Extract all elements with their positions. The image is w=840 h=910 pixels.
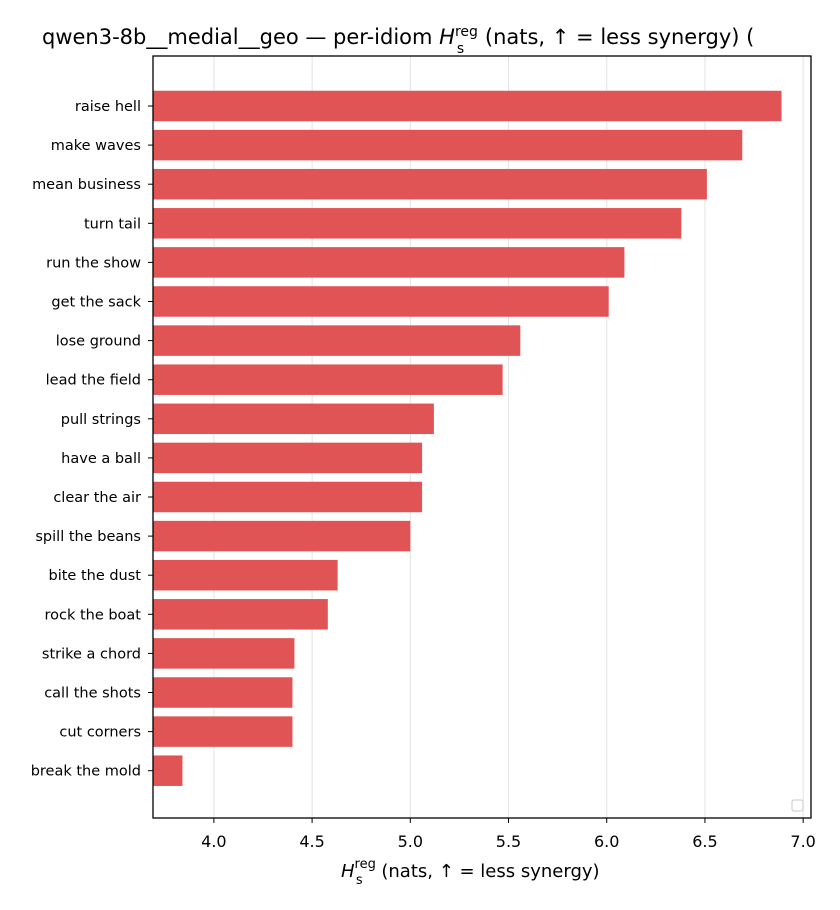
y-tick-label: have a ball xyxy=(61,451,141,467)
y-tick-label: rock the boat xyxy=(44,607,141,623)
y-tick-label: turn tail xyxy=(84,216,141,232)
bar xyxy=(153,599,328,630)
bar xyxy=(153,325,521,356)
bar xyxy=(153,520,411,552)
y-tick-label: raise hell xyxy=(75,99,141,115)
x-tick-label: 6.5 xyxy=(692,832,717,851)
y-tick-label: strike a chord xyxy=(42,646,141,662)
legend-box xyxy=(791,799,804,812)
x-tick-label: 6.0 xyxy=(594,832,619,851)
bar xyxy=(153,364,503,395)
y-tick-label: lead the field xyxy=(46,373,141,389)
bar xyxy=(153,90,782,122)
bar xyxy=(153,403,434,435)
x-axis: 4.0 4.5 5.0 5.5 6.0 6.5 7.0 xyxy=(201,818,816,851)
x-tick-label: 5.5 xyxy=(496,832,521,851)
bar xyxy=(153,559,338,591)
bar xyxy=(153,755,183,786)
bar xyxy=(153,442,423,474)
y-tick-label: spill the beans xyxy=(35,529,141,545)
y-tick-label: get the sack xyxy=(51,295,141,311)
y-tick-label: lose ground xyxy=(56,334,141,350)
x-axis-label: Hreg s (nats, ↑ = less synergy) xyxy=(341,857,600,888)
bar xyxy=(153,286,609,317)
bar xyxy=(153,638,295,669)
bar xyxy=(153,716,293,747)
y-tick-label: clear the air xyxy=(53,490,141,506)
bar xyxy=(153,677,293,708)
y-tick-label: break the mold xyxy=(31,764,141,780)
bar xyxy=(153,208,682,239)
bar xyxy=(153,247,625,278)
y-tick-label: make waves xyxy=(51,138,141,154)
x-tick-label: 4.5 xyxy=(299,832,324,851)
y-tick-label: run the show xyxy=(46,255,141,271)
bar xyxy=(153,481,423,513)
y-tick-label: mean business xyxy=(32,177,141,193)
bar xyxy=(153,129,743,161)
y-tick-label: pull strings xyxy=(61,412,141,428)
y-axis: raise hell make waves mean business turn ta… xyxy=(31,99,153,780)
y-tick-label: cut corners xyxy=(59,725,141,741)
plot-frame xyxy=(152,55,812,819)
bar xyxy=(153,168,707,200)
bars xyxy=(153,90,782,786)
x-tick-label: 4.0 xyxy=(201,832,226,851)
chart-title: qwen3-8b__medial__geo — per-idiom Hreg s … xyxy=(42,24,754,57)
x-tick-label: 7.0 xyxy=(790,832,815,851)
y-tick-label: bite the dust xyxy=(49,568,142,584)
x-tick-label: 5.0 xyxy=(398,832,423,851)
y-tick-label: call the shots xyxy=(44,686,141,702)
